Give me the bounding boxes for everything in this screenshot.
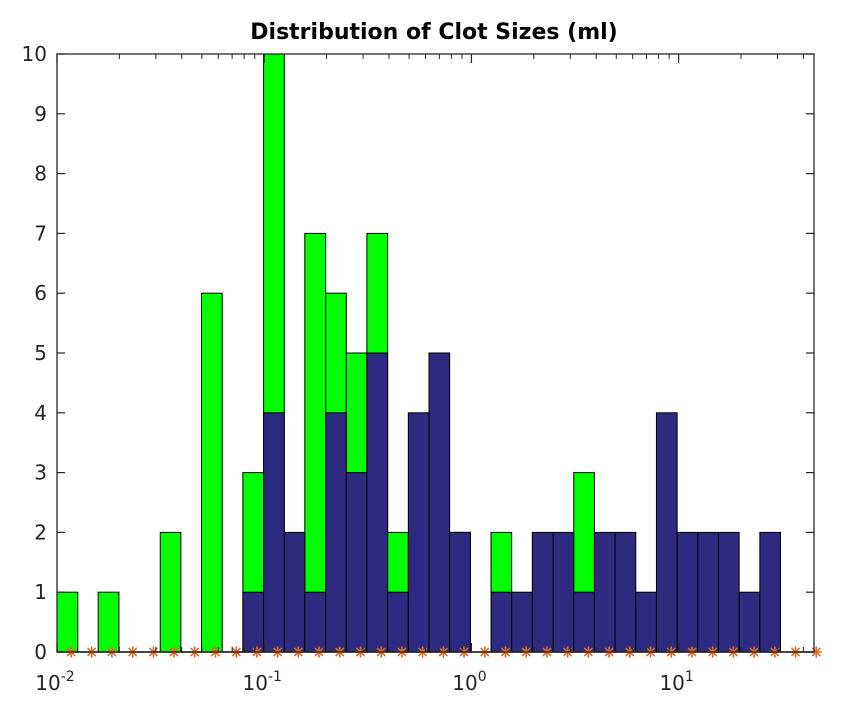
y-tick-label: 7 — [34, 221, 47, 245]
x-tick-label: 101 — [659, 669, 693, 695]
bar — [97, 591, 120, 653]
bar — [593, 531, 616, 653]
series-2 — [242, 352, 782, 653]
chart-title: Distribution of Clot Sizes (ml) — [250, 20, 617, 45]
bar — [552, 531, 575, 653]
bar — [407, 412, 430, 653]
bar — [449, 531, 471, 653]
bar — [283, 531, 306, 653]
y-tick-label: 5 — [34, 341, 47, 365]
bar — [759, 531, 782, 653]
series-layer — [56, 53, 814, 653]
bar — [531, 531, 554, 653]
y-tick-label: 8 — [34, 162, 47, 186]
y-tick-label: 2 — [34, 520, 47, 544]
bar — [428, 352, 451, 653]
y-tick-label: 6 — [34, 281, 47, 305]
bar — [738, 591, 761, 653]
bar — [511, 591, 533, 653]
x-tick-label: 10-2 — [35, 669, 74, 695]
bar — [263, 412, 285, 653]
y-tick-label: 1 — [34, 580, 47, 604]
y-tick-label: 9 — [34, 102, 47, 126]
y-tick-label: 0 — [34, 640, 47, 664]
y-tick-label: 3 — [34, 461, 47, 485]
bar — [676, 531, 699, 653]
bar — [655, 412, 678, 653]
bar — [304, 232, 327, 653]
bar — [200, 292, 223, 653]
bar — [635, 591, 657, 653]
bar — [614, 531, 637, 653]
bar — [345, 472, 368, 653]
x-tick-label: 100 — [452, 669, 486, 695]
bar — [242, 591, 265, 653]
bar — [366, 352, 389, 653]
bar — [159, 531, 182, 653]
bar — [717, 531, 740, 653]
y-tick-label: 4 — [34, 401, 47, 425]
bar — [490, 591, 513, 653]
bar — [697, 531, 719, 653]
bar — [573, 591, 595, 653]
x-tick-label: 10-1 — [243, 669, 282, 695]
bar — [387, 591, 409, 653]
bar — [325, 412, 347, 653]
axis-layer: 0 1 2 3 4 5 6 7 8 9 10 10-2 10-1 100 101 — [22, 42, 815, 695]
bar — [56, 591, 79, 653]
y-tick-label: 10 — [22, 42, 47, 66]
bar — [304, 591, 327, 653]
